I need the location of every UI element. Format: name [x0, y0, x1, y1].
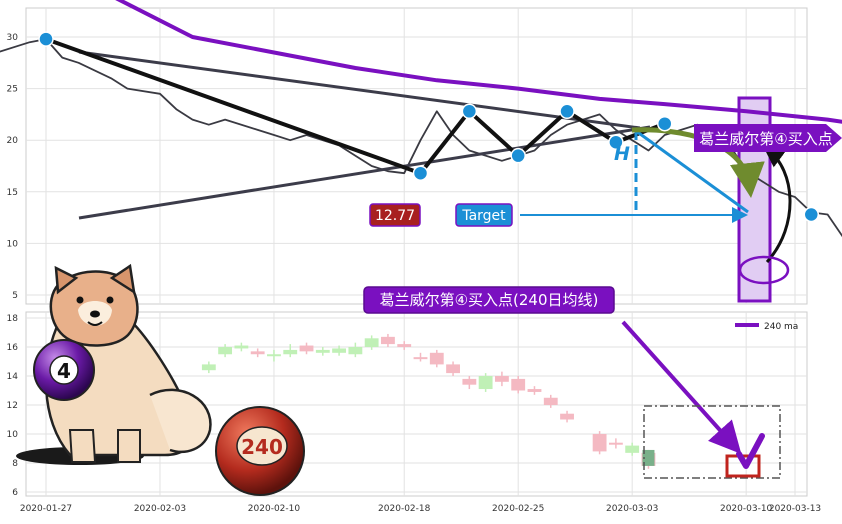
candle-body [348, 347, 363, 355]
candle-body [511, 378, 526, 391]
pattern-point [38, 31, 54, 47]
candlesticks [201, 333, 656, 469]
ma240-signal-text: 葛兰威尔第④买入点(240日均线) [380, 291, 599, 309]
y-tick-label: 5 [12, 291, 18, 301]
x-tick-label: 2020-03-13 [769, 504, 821, 514]
y-tick-label: 16 [7, 343, 19, 353]
ma240-line [115, 0, 842, 124]
candle-body [413, 357, 428, 360]
legend-label: 240 ma [764, 322, 798, 332]
x-tick-label: 2020-02-25 [492, 504, 544, 514]
candle-body [397, 344, 412, 347]
pattern-point [656, 115, 673, 132]
y-tick-label: 30 [7, 33, 19, 43]
candle-body [201, 364, 216, 371]
pattern-point [559, 103, 575, 120]
candle-body [543, 397, 558, 405]
candle-body [332, 348, 347, 353]
candle-body [267, 354, 281, 357]
candle-body [478, 376, 493, 390]
candle-body [560, 413, 574, 420]
candle-body [462, 378, 477, 385]
y-tick-label: 20 [7, 136, 19, 146]
projection-line [635, 129, 749, 214]
x-tick-label: 2020-01-27 [20, 504, 72, 514]
candle-body [234, 345, 249, 349]
black-curve-arrow [763, 146, 792, 263]
lower-trendline [78, 125, 651, 220]
pattern-point [412, 165, 429, 181]
target-tag-text: Target [461, 208, 506, 224]
candle-body [446, 364, 460, 374]
pattern-point [461, 103, 478, 120]
pattern-point [510, 147, 526, 164]
x-tick-label: 2020-02-18 [378, 504, 431, 514]
y-tick-label: 12 [7, 401, 18, 411]
billiard-ball-4-icon: 4 [33, 339, 95, 401]
y-tick-label: 10 [7, 430, 19, 440]
candle-body [592, 434, 607, 452]
date-x-axis: 2020-01-27 2020-02-03 2020-02-10 2020-02-18… [20, 504, 821, 514]
y-tick-label: 25 [7, 85, 18, 95]
y-tick-label: 6 [12, 488, 18, 498]
candle-body [283, 349, 298, 355]
candle-body [429, 352, 444, 365]
candle-body [381, 336, 395, 345]
pattern-point [803, 206, 820, 223]
signal-arrow-label [694, 124, 842, 152]
ma240-signal-label [363, 286, 615, 314]
low-point-circle [738, 255, 790, 285]
upper-trendline [78, 50, 641, 130]
svg-text:240: 240 [241, 435, 283, 459]
value-tag-text: 12.77 [375, 208, 415, 224]
x-tick-label: 2020-02-10 [248, 504, 301, 514]
value-tag [369, 203, 421, 227]
target-tag [455, 203, 513, 227]
x-tick-label: 2020-03-10 [720, 504, 773, 514]
price-panel [25, 7, 808, 305]
candle-body [299, 345, 314, 352]
y-tick-label: 15 [7, 188, 18, 198]
candle-body [608, 442, 623, 445]
y-tick-label: 18 [7, 314, 19, 324]
pattern-point [608, 134, 624, 151]
candle-y-axis: 6 8 10 12 14 16 18 [7, 314, 19, 498]
y-tick-label: 8 [12, 459, 18, 469]
ma240-pointer-arrow [621, 320, 742, 454]
checkmark-icon [736, 433, 765, 469]
x-tick-label: 2020-02-03 [134, 504, 186, 514]
price-y-axis: 5 10 15 20 25 30 [7, 33, 19, 301]
billiard-ball-240-icon: 240 [215, 406, 305, 496]
candle-body [625, 445, 640, 453]
candle-body [218, 347, 233, 355]
zoom-box [643, 405, 781, 479]
signal-arrow-text: 葛兰威尔第④买入点 [699, 130, 832, 148]
candle-body [494, 376, 509, 382]
y-tick-label: 14 [7, 372, 19, 382]
signal-candle [642, 449, 655, 466]
candle-body [315, 349, 330, 353]
y-tick-label: 10 [7, 239, 19, 249]
x-tick-label: 2020-03-03 [606, 504, 658, 514]
price-grid [26, 8, 807, 304]
candle-body [250, 351, 265, 355]
candle-body [527, 389, 542, 392]
candle-body [364, 338, 379, 347]
svg-text:4: 4 [57, 359, 71, 383]
pattern-points [38, 31, 820, 223]
height-label: H [614, 143, 630, 165]
